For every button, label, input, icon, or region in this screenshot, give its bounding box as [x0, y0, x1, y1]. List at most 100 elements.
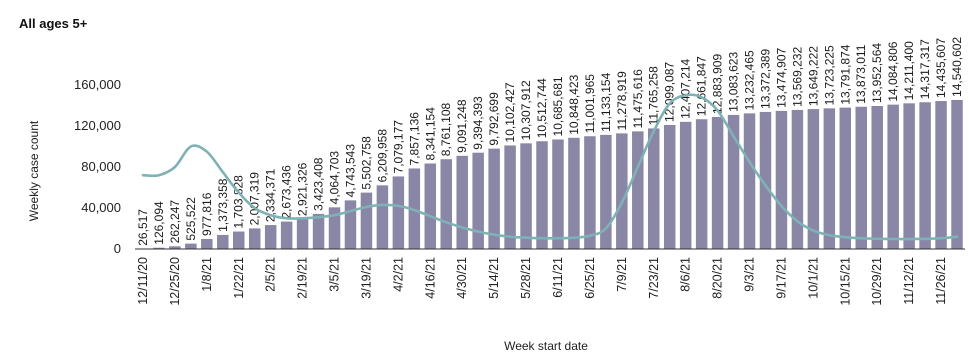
bar-data-label: 13,791,874	[838, 44, 852, 104]
x-tick-label: 4/16/21	[423, 257, 437, 299]
bar	[248, 228, 261, 249]
bar	[695, 119, 708, 249]
bar	[775, 110, 788, 249]
bar-data-label: 13,372,389	[758, 49, 772, 109]
bar	[887, 104, 899, 249]
bar-data-label: 9,394,393	[471, 96, 485, 150]
bar	[839, 107, 852, 249]
bar	[360, 192, 373, 249]
bar-data-label: 2,007,319	[248, 172, 262, 226]
bar	[632, 131, 644, 249]
x-tick-label: 9/17/21	[774, 257, 788, 299]
y-axis-title: Weekly case count	[27, 120, 41, 221]
x-tick-label: 3/19/21	[359, 257, 373, 299]
bar	[296, 219, 309, 249]
bar-data-label: 5,502,758	[359, 136, 373, 190]
x-tick-label: 7/23/21	[647, 257, 661, 299]
bar-data-label: 2,334,371	[264, 168, 278, 222]
bar-data-label: 1,373,358	[216, 178, 230, 232]
bar	[153, 247, 165, 249]
bar-series	[137, 99, 963, 250]
bar	[424, 163, 437, 249]
bar-data-label: 12,407,214	[679, 58, 693, 118]
x-tick-label: 11/12/21	[902, 257, 916, 305]
bar	[344, 200, 357, 249]
bar-data-label: 13,873,011	[854, 44, 868, 103]
bar-data-label: 11,001,965	[583, 74, 597, 133]
bar	[520, 143, 532, 249]
bar-data-label: 7,079,177	[391, 120, 405, 174]
bar-data-label: 13,232,465	[743, 50, 757, 110]
x-tick-label: 1/8/21	[200, 257, 214, 292]
x-tick-label: 2/19/21	[296, 257, 310, 299]
bar	[807, 109, 820, 249]
bar-data-label: 11,765,258	[647, 66, 661, 125]
bar	[663, 124, 676, 249]
x-tick-label: 7/9/21	[615, 257, 629, 292]
x-tick-label: 6/25/21	[583, 257, 597, 299]
bar-data-label: 525,522	[184, 197, 198, 241]
x-axis-title: Week start date	[504, 339, 588, 353]
bar	[616, 133, 628, 249]
bar	[600, 134, 612, 249]
bar	[584, 136, 596, 249]
x-tick-label: 4/30/21	[455, 257, 469, 299]
bar-data-label: 11,278,919	[615, 71, 629, 130]
bar-data-label: 1,703,828	[232, 175, 246, 229]
bar-data-label: 13,474,907	[774, 47, 788, 107]
bar-data-label: 13,952,564	[870, 43, 884, 103]
bar	[679, 121, 692, 249]
bar-data-label: 13,723,225	[822, 45, 836, 105]
bar-data-label: 977,816	[200, 192, 214, 236]
x-tick-label: 10/29/21	[870, 257, 884, 306]
bar	[472, 152, 484, 249]
bar-data-label: 8,341,154	[423, 107, 437, 161]
x-tick-label: 8/6/21	[679, 257, 693, 292]
bar-data-label: 10,512,744	[535, 78, 549, 138]
bar	[312, 213, 325, 249]
bar	[855, 106, 867, 249]
x-tick-label: 3/5/21	[328, 257, 342, 292]
bar	[233, 231, 245, 249]
bar	[456, 155, 468, 249]
bar-data-label: 14,084,806	[886, 41, 900, 101]
x-tick-label: 5/28/21	[519, 257, 533, 299]
bar-data-label: 14,211,400	[902, 41, 916, 100]
bar-data-label: 7,857,136	[407, 112, 421, 166]
y-tick-label: 0	[114, 241, 121, 256]
bar-data-label: 2,673,436	[280, 165, 294, 219]
bar	[727, 114, 740, 249]
bar	[552, 139, 564, 249]
x-tick-label: 5/14/21	[487, 257, 501, 299]
bar	[823, 108, 836, 249]
x-tick-label: 12/25/20	[168, 257, 182, 306]
bar-data-label: 9,792,699	[487, 92, 501, 146]
chart-title: All ages 5+	[19, 16, 88, 31]
bar-data-label: 4,064,703	[328, 151, 342, 205]
bar	[392, 176, 405, 249]
x-tick-label: 12/11/20	[136, 257, 150, 305]
y-tick-label: 120,000	[74, 118, 121, 133]
bar	[568, 137, 580, 249]
y-tick-label: 80,000	[81, 159, 121, 174]
bar	[951, 99, 963, 250]
bar-data-label: 13,649,222	[806, 46, 820, 106]
bar	[488, 148, 500, 249]
x-tick-label: 9/3/21	[743, 257, 757, 292]
bar-data-label: 13,083,623	[727, 52, 741, 112]
bar	[264, 225, 277, 249]
bar-data-label: 126,094	[152, 201, 166, 245]
bar	[919, 102, 931, 249]
bar	[759, 111, 772, 250]
x-tick-label: 6/11/21	[551, 257, 565, 298]
bar	[791, 109, 804, 249]
bar	[504, 145, 516, 249]
bar-data-label: 262,247	[168, 200, 182, 244]
bar-data-label: 3,423,408	[312, 157, 326, 211]
bar-data-label: 12,661,847	[695, 56, 709, 116]
bar-data-label: 2,921,326	[296, 162, 310, 216]
bar-data-label: 6,209,958	[375, 129, 389, 183]
y-tick-label: 160,000	[74, 77, 121, 92]
bar	[185, 243, 197, 249]
bar-data-label: 10,685,681	[551, 76, 565, 136]
